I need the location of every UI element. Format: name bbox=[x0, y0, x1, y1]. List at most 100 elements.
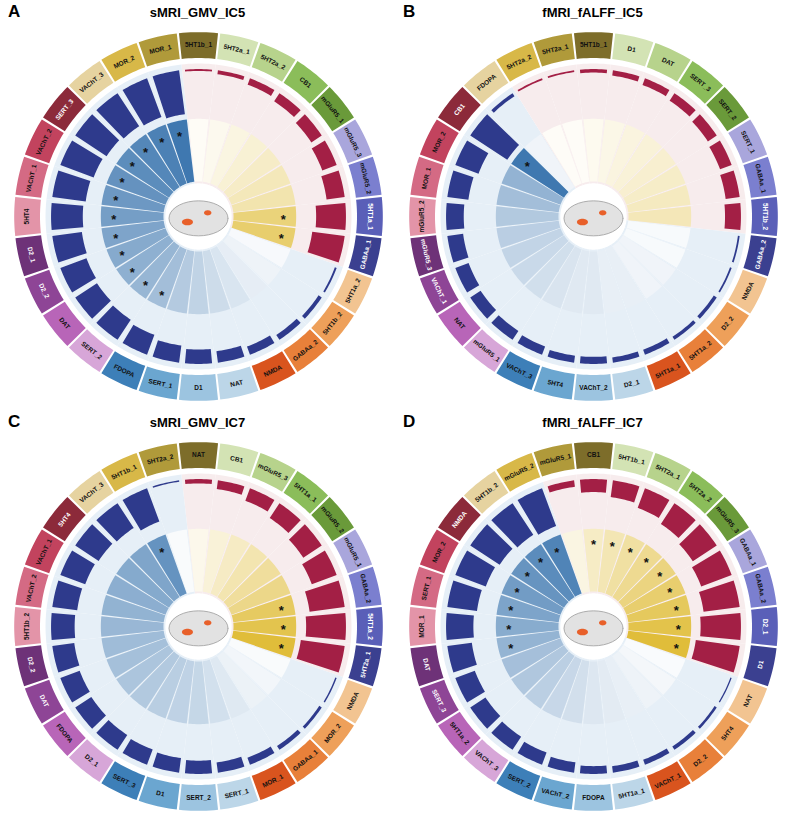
svg-text:CB1: CB1 bbox=[586, 451, 599, 458]
svg-text:NMDA: NMDA bbox=[450, 509, 468, 529]
svg-text:*: * bbox=[119, 175, 125, 190]
svg-text:SERT_1: SERT_1 bbox=[147, 377, 173, 389]
svg-text:SERT_2: SERT_2 bbox=[186, 794, 211, 801]
svg-text:mGluR5_3: mGluR5_3 bbox=[343, 126, 363, 158]
svg-text:SERT_1: SERT_1 bbox=[419, 575, 431, 601]
svg-text:SERT_2: SERT_2 bbox=[80, 340, 104, 361]
svg-text:mGluR5_1: mGluR5_1 bbox=[343, 536, 363, 568]
svg-text:*: * bbox=[524, 159, 530, 174]
svg-text:D1: D1 bbox=[155, 789, 165, 798]
svg-text:MOR_1: MOR_1 bbox=[418, 615, 425, 638]
svg-text:*: * bbox=[280, 212, 286, 227]
svg-text:*: * bbox=[524, 569, 530, 584]
svg-text:SERT_3: SERT_3 bbox=[430, 688, 447, 714]
svg-text:*: * bbox=[119, 248, 125, 263]
svg-text:5HT2a_1: 5HT2a_1 bbox=[654, 463, 681, 481]
svg-text:VAChT_3: VAChT_3 bbox=[78, 480, 105, 503]
svg-text:MOR_1: MOR_1 bbox=[261, 772, 285, 788]
svg-text:VAChT_2: VAChT_2 bbox=[540, 787, 570, 800]
svg-text:D1: D1 bbox=[626, 45, 636, 54]
svg-text:5HT2a_2: 5HT2a_2 bbox=[505, 53, 532, 71]
svg-text:5HT1a_1: 5HT1a_1 bbox=[292, 481, 318, 503]
svg-text:5HT1b_2: 5HT1b_2 bbox=[761, 203, 768, 230]
svg-text:CB1: CB1 bbox=[298, 75, 313, 89]
svg-text:GABAa_1: GABAa_1 bbox=[291, 748, 319, 772]
svg-text:*: * bbox=[159, 545, 165, 560]
svg-text:VAChT_1: VAChT_1 bbox=[653, 771, 682, 790]
svg-text:NAT: NAT bbox=[229, 378, 243, 388]
svg-text:MOR_1: MOR_1 bbox=[420, 166, 432, 190]
svg-text:*: * bbox=[177, 129, 183, 144]
svg-text:DAT: DAT bbox=[421, 657, 431, 671]
svg-text:*: * bbox=[111, 212, 117, 227]
svg-text:5HT2a_1: 5HT2a_1 bbox=[222, 43, 250, 56]
svg-text:MOR_2: MOR_2 bbox=[112, 54, 136, 70]
svg-text:5HT1b_1: 5HT1b_1 bbox=[579, 41, 606, 48]
svg-text:D2_1: D2_1 bbox=[26, 246, 36, 263]
svg-text:VAChT_1: VAChT_1 bbox=[430, 276, 449, 305]
svg-text:mGluR5_1: mGluR5_1 bbox=[538, 452, 571, 466]
svg-text:5HT4: 5HT4 bbox=[546, 378, 563, 388]
svg-text:DAT: DAT bbox=[660, 56, 675, 68]
svg-text:GABAa_2: GABAa_2 bbox=[359, 573, 373, 604]
svg-text:*: * bbox=[278, 603, 284, 618]
svg-text:5HT2a_2: 5HT2a_2 bbox=[687, 481, 713, 503]
svg-text:*: * bbox=[113, 193, 119, 208]
svg-text:FDOPA: FDOPA bbox=[55, 722, 75, 744]
svg-text:GABAa_2: GABAa_2 bbox=[291, 338, 319, 362]
svg-text:NAT: NAT bbox=[453, 316, 467, 330]
svg-text:GABAa_1: GABAa_1 bbox=[738, 537, 757, 567]
svg-text:5HT1b_2: 5HT1b_2 bbox=[320, 310, 343, 336]
svg-text:5HT2a_2: 5HT2a_2 bbox=[259, 53, 286, 71]
svg-text:GABAa_1: GABAa_1 bbox=[358, 239, 372, 270]
svg-text:mGluR5_2: mGluR5_2 bbox=[320, 505, 346, 535]
svg-text:VAChT_3: VAChT_3 bbox=[473, 749, 500, 772]
svg-text:*: * bbox=[143, 278, 149, 293]
svg-text:NAT: NAT bbox=[741, 693, 753, 708]
svg-text:5HT1b_1: 5HT1b_1 bbox=[184, 41, 211, 48]
svg-text:*: * bbox=[159, 288, 165, 303]
svg-text:SERT_1: SERT_1 bbox=[739, 129, 756, 155]
svg-text:5HT2a_1: 5HT2a_1 bbox=[358, 650, 371, 678]
svg-text:D2_1: D2_1 bbox=[761, 619, 768, 635]
svg-text:DAT: DAT bbox=[38, 693, 50, 708]
svg-text:GABAa_2: GABAa_2 bbox=[753, 239, 767, 270]
svg-text:GABAa_2: GABAa_2 bbox=[754, 573, 768, 604]
svg-text:mGluR5_1: mGluR5_1 bbox=[472, 337, 502, 363]
svg-text:DAT: DAT bbox=[58, 316, 72, 330]
svg-text:MOR_2: MOR_2 bbox=[322, 722, 342, 744]
svg-text:D1: D1 bbox=[755, 659, 764, 669]
svg-text:5HT2a_1: 5HT2a_1 bbox=[541, 43, 569, 56]
svg-text:5HT1a_2: 5HT1a_2 bbox=[366, 613, 373, 640]
svg-text:*: * bbox=[143, 145, 149, 160]
svg-text:SERT_3: SERT_3 bbox=[111, 772, 137, 789]
svg-text:VAChT_2: VAChT_2 bbox=[24, 573, 37, 603]
svg-text:SERT_1: SERT_1 bbox=[223, 787, 249, 799]
svg-text:5HT1b_1: 5HT1b_1 bbox=[617, 453, 645, 466]
svg-text:5HT1a_2: 5HT1a_2 bbox=[687, 339, 713, 361]
svg-text:*: * bbox=[508, 603, 514, 618]
svg-text:mGluR5_2: mGluR5_2 bbox=[502, 461, 534, 481]
svg-text:SERT_3: SERT_3 bbox=[688, 72, 712, 93]
svg-text:*: * bbox=[129, 265, 135, 280]
svg-text:D2_2: D2_2 bbox=[719, 315, 734, 332]
svg-text:FDOPA: FDOPA bbox=[582, 794, 605, 801]
svg-text:FDOPA: FDOPA bbox=[112, 363, 135, 379]
svg-text:5HT1a_1: 5HT1a_1 bbox=[617, 787, 645, 800]
svg-text:SERT_2: SERT_2 bbox=[717, 98, 738, 122]
svg-text:*: * bbox=[129, 159, 135, 174]
svg-text:SERT_3: SERT_3 bbox=[53, 97, 74, 121]
svg-text:*: * bbox=[278, 231, 284, 246]
svg-text:NMDA: NMDA bbox=[262, 363, 283, 378]
svg-text:VAChT_1: VAChT_1 bbox=[34, 537, 53, 566]
svg-text:*: * bbox=[673, 603, 679, 618]
svg-text:SERT_2: SERT_2 bbox=[506, 772, 532, 789]
svg-text:5HT1b_2: 5HT1b_2 bbox=[473, 481, 499, 504]
svg-text:5HT2a_2: 5HT2a_2 bbox=[146, 453, 174, 466]
svg-text:NAT: NAT bbox=[192, 451, 205, 458]
svg-text:*: * bbox=[554, 545, 560, 560]
svg-text:*: * bbox=[643, 555, 649, 570]
svg-text:*: * bbox=[673, 641, 679, 656]
svg-text:NMDA: NMDA bbox=[345, 690, 360, 711]
svg-text:MOR_1: MOR_1 bbox=[148, 43, 172, 55]
